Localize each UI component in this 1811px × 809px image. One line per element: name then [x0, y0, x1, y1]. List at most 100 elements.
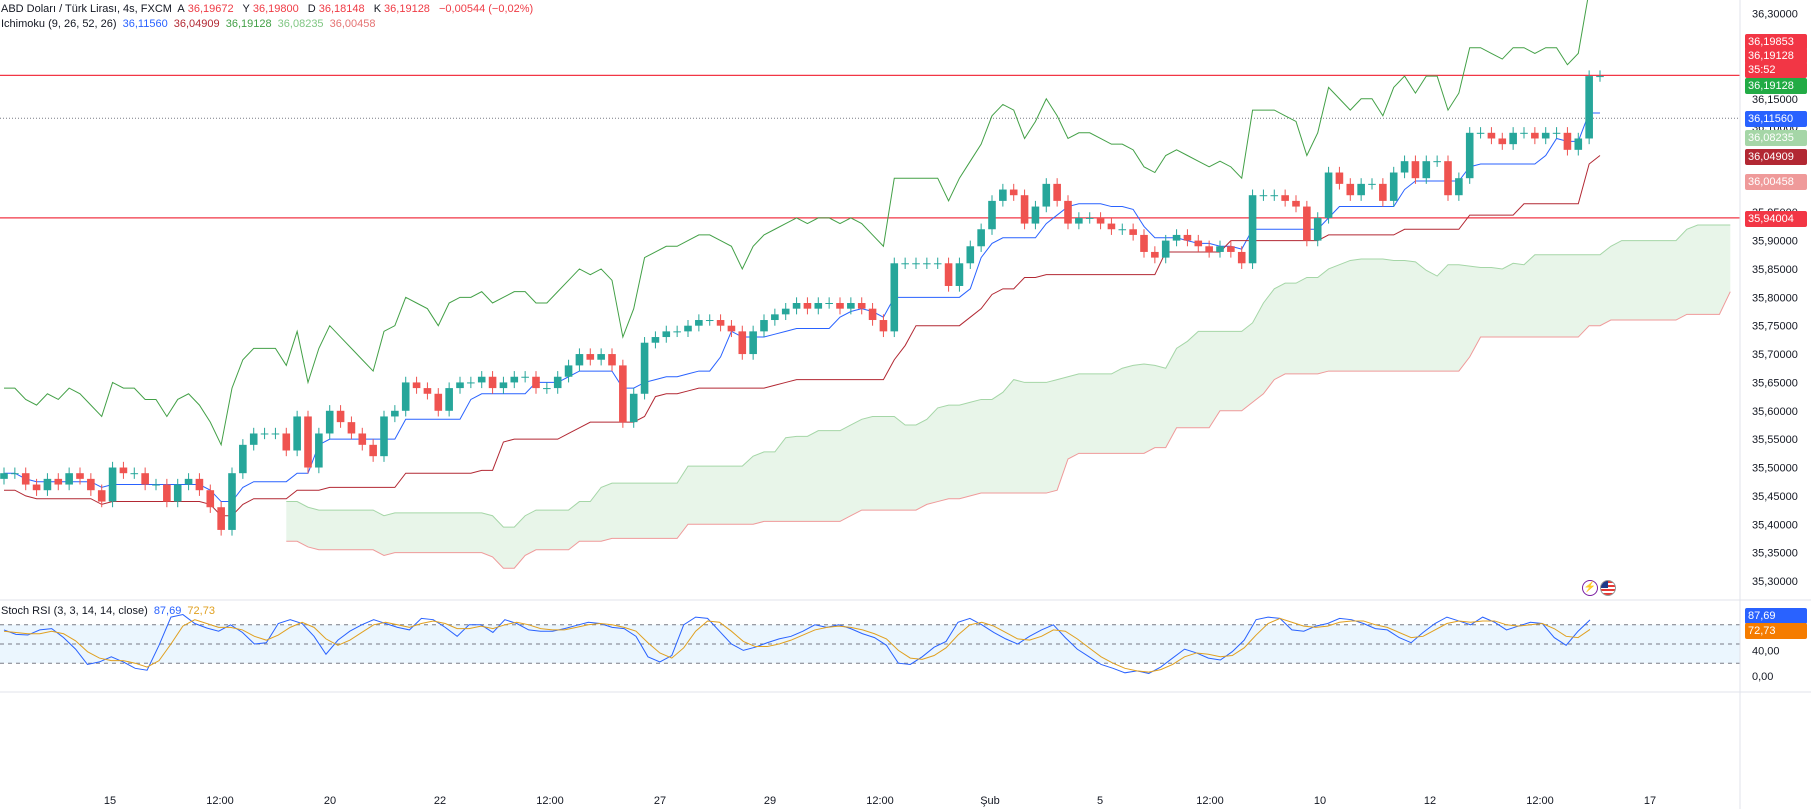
candle-body [1498, 138, 1507, 145]
candle-body [369, 444, 377, 457]
candle-body [1422, 161, 1431, 179]
candle-body [1183, 234, 1192, 241]
chikou-span-line [4, 0, 1589, 447]
stoch-badge: 87,69 [1745, 608, 1807, 624]
candle-body [1411, 161, 1420, 179]
time-tick-label: 22 [434, 795, 446, 807]
candle-body [575, 354, 584, 366]
stoch-label: Stoch RSI (3, 3, 14, 14, close) [1, 605, 148, 617]
candle-body [43, 478, 52, 491]
ichimoku-span-a-value: 36,08235 [277, 18, 324, 30]
kijun-sen-line [4, 155, 1601, 517]
price-badge: 36,00458 [1745, 174, 1807, 191]
candle-body [412, 382, 421, 389]
candle-body [781, 308, 790, 315]
candle-body [1433, 161, 1441, 163]
price-badge: 36,19128 [1745, 78, 1807, 94]
candle-body [21, 473, 30, 485]
candle-body [391, 410, 399, 417]
candle-body [54, 478, 63, 485]
ohlc-low: D 36,18148 [307, 3, 365, 15]
ichimoku-chikou-value: 36,19128 [225, 18, 272, 30]
senkou-span-b-line [286, 291, 1731, 569]
candle-body [1009, 189, 1018, 196]
candle-body [564, 365, 573, 377]
candle-body [955, 263, 964, 286]
ichimoku-kijun-value: 36,04909 [173, 18, 220, 30]
candle-body [1248, 195, 1257, 264]
candle-body [401, 382, 410, 411]
candle-body [325, 410, 334, 434]
symbol-legend[interactable]: ABD Doları / Türk Lirası, 4s, FXCM A 36,1… [1, 2, 536, 17]
ohlc-close: K 36,19128 [373, 3, 430, 15]
candle-body [1075, 217, 1083, 224]
candle-body [141, 473, 149, 485]
candle-body [1400, 161, 1409, 173]
candle-body [933, 263, 942, 265]
time-tick-label: Şub [980, 795, 1000, 807]
candle-body [553, 376, 562, 389]
ichimoku-lines [4, 0, 1601, 517]
candle-body [477, 376, 486, 383]
candle-body [619, 365, 627, 423]
flash-icon[interactable]: ⚡ [1582, 580, 1598, 596]
candle-body [738, 331, 747, 355]
candle-body [1303, 206, 1311, 241]
candle-body [445, 388, 453, 411]
candle-body [1292, 200, 1300, 207]
candle-body [1465, 132, 1474, 179]
candle-body [532, 376, 540, 389]
time-tick-label: 12:00 [206, 795, 234, 807]
candle-body [695, 320, 703, 326]
candle-body [249, 433, 258, 445]
candle-body [1574, 138, 1583, 150]
us-flag-icon[interactable] [1600, 580, 1616, 596]
candle-body [923, 263, 931, 265]
candle-body [1313, 217, 1322, 241]
candle-body [1541, 132, 1550, 139]
time-tick-label: 12:00 [866, 795, 894, 807]
candle-body [1064, 200, 1072, 224]
stoch-d-line [3, 617, 1591, 673]
candle-body [1205, 246, 1213, 252]
price-tick-label: 35,65000 [1752, 377, 1798, 389]
candle-body [1151, 251, 1159, 258]
candle-body [847, 303, 855, 309]
time-tick-label: 15 [104, 795, 116, 807]
candle-body [1346, 183, 1355, 196]
candle-body [499, 382, 508, 389]
candle-body [771, 314, 779, 321]
price-tick-label: 35,60000 [1752, 406, 1798, 418]
ichimoku-label: Ichimoku (9, 26, 52, 26) [1, 18, 117, 30]
candle-body [716, 320, 725, 326]
candle-body [32, 484, 41, 491]
candle-body [239, 444, 247, 474]
stoch-tick-label: 0,00 [1752, 671, 1773, 683]
countdown-badge: 35:52 [1745, 62, 1807, 78]
symbol-title: ABD Doları / Türk Lirası, 4s, FXCM [1, 3, 172, 15]
candle-body [87, 478, 95, 491]
candle-body [1389, 172, 1398, 201]
tenkan-sen-line [4, 112, 1600, 503]
price-tick-label: 35,30000 [1752, 576, 1798, 588]
price-tick-label: 35,85000 [1752, 264, 1798, 276]
candle-body [510, 376, 519, 383]
candle-body [1042, 183, 1051, 207]
price-badge: 36,04909 [1745, 149, 1807, 166]
candle-body [1227, 246, 1235, 252]
candle-body [857, 303, 866, 309]
candle-body [868, 308, 877, 321]
price-badge: 36,19128 [1745, 48, 1807, 64]
candle-body [521, 376, 529, 378]
ichimoku-legend[interactable]: Ichimoku (9, 26, 52, 26) 36,11560 36,049… [1, 17, 379, 32]
candle-body [1085, 217, 1094, 219]
stoch-legend[interactable]: Stoch RSI (3, 3, 14, 14, close) 87,69 72… [1, 604, 218, 619]
price-badge: 36,08235 [1745, 130, 1807, 147]
candle-body [1335, 172, 1344, 184]
candle-body [684, 325, 692, 332]
candle-body [184, 478, 193, 485]
stoch-rsi-pane [0, 614, 1740, 674]
candle-body [1118, 229, 1127, 231]
